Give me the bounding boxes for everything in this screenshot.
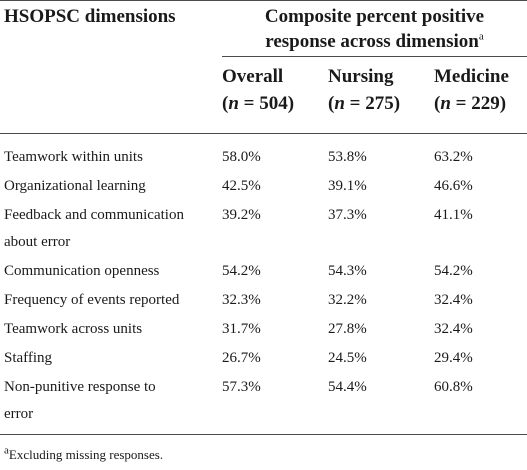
footnote-marker: a: [4, 444, 9, 457]
n-value: = 504): [238, 93, 295, 114]
row-7-overall: 26.7%: [222, 350, 261, 366]
row-5-nursing: 32.2%: [328, 292, 367, 308]
row-1-dimension: Teamwork within units: [4, 149, 143, 165]
composite-footnote-marker: a: [478, 30, 484, 43]
footnote-text: Excluding missing responses.: [8, 447, 164, 462]
composite-header-2: response across dimensiona: [222, 31, 527, 53]
row-7-medicine: 29.4%: [434, 350, 473, 366]
composite-header-line2: response across dimension: [265, 31, 479, 52]
row-1-overall: 58.0%: [222, 149, 261, 165]
row-1-nursing: 53.8%: [328, 149, 367, 165]
table-top-rule: [0, 0, 527, 1]
composite-header: Composite percent positive: [222, 6, 527, 28]
table-bottom-rule: [0, 434, 527, 435]
row-8-medicine: 60.8%: [434, 379, 473, 395]
composite-underline: [222, 56, 527, 57]
row-3-dimension: Feedback and communication: [4, 207, 184, 223]
n-var: n: [440, 93, 451, 114]
row-6-nursing: 27.8%: [328, 321, 367, 337]
row-8-dimension-cont: error: [4, 406, 34, 422]
col-header-nursing: Nursing: [328, 66, 393, 88]
col-n-medicine: (n = 229): [434, 93, 506, 115]
row-1-medicine: 63.2%: [434, 149, 473, 165]
row-4-nursing: 54.3%: [328, 263, 367, 279]
row-2-dimension: Organizational learning: [4, 178, 146, 194]
row-4-overall: 54.2%: [222, 263, 261, 279]
row-6-overall: 31.7%: [222, 321, 261, 337]
row-6-dimension: Teamwork across units: [4, 321, 143, 337]
row-8-overall: 57.3%: [222, 379, 261, 395]
col-name: Nursing: [328, 66, 394, 87]
n-open: (: [328, 93, 335, 114]
composite-header-line1: Composite percent positive: [264, 6, 485, 27]
row-3-dimension-cont: about error: [4, 234, 71, 250]
row-3-medicine: 41.1%: [434, 207, 473, 223]
row-8-nursing: 54.4%: [328, 379, 367, 395]
n-var: n: [334, 93, 345, 114]
row-2-overall: 42.5%: [222, 178, 261, 194]
row-2-medicine: 46.6%: [434, 178, 473, 194]
header-bottom-rule: [0, 133, 527, 134]
row-8-dimension: Non-punitive response to: [4, 379, 156, 395]
row-7-nursing: 24.5%: [328, 350, 367, 366]
row-2-nursing: 39.1%: [328, 178, 367, 194]
n-var: n: [228, 93, 239, 114]
row-7-dimension: Staffing: [4, 350, 53, 366]
col-name: Overall: [222, 66, 284, 87]
row-6-medicine: 32.4%: [434, 321, 473, 337]
row-4-medicine: 54.2%: [434, 263, 473, 279]
row-5-overall: 32.3%: [222, 292, 261, 308]
table-footnote: aExcluding missing responses.: [4, 444, 164, 463]
row-3-overall: 39.2%: [222, 207, 261, 223]
col-header-medicine: Medicine: [434, 66, 509, 88]
n-value: = 275): [344, 93, 401, 114]
col-n-nursing: (n = 275): [328, 93, 400, 115]
row-3-nursing: 37.3%: [328, 207, 367, 223]
row-4-dimension: Communication openness: [4, 263, 160, 279]
row-5-dimension: Frequency of events reported: [4, 292, 180, 308]
col-name: Medicine: [434, 66, 509, 87]
n-open: (: [434, 93, 441, 114]
dimensions-header: HSOPSC dimensions: [4, 6, 176, 27]
col-n-overall: (n = 504): [222, 93, 294, 115]
n-open: (: [222, 93, 229, 114]
row-5-medicine: 32.4%: [434, 292, 473, 308]
n-value: = 229): [450, 93, 507, 114]
col-header-overall: Overall: [222, 66, 283, 88]
